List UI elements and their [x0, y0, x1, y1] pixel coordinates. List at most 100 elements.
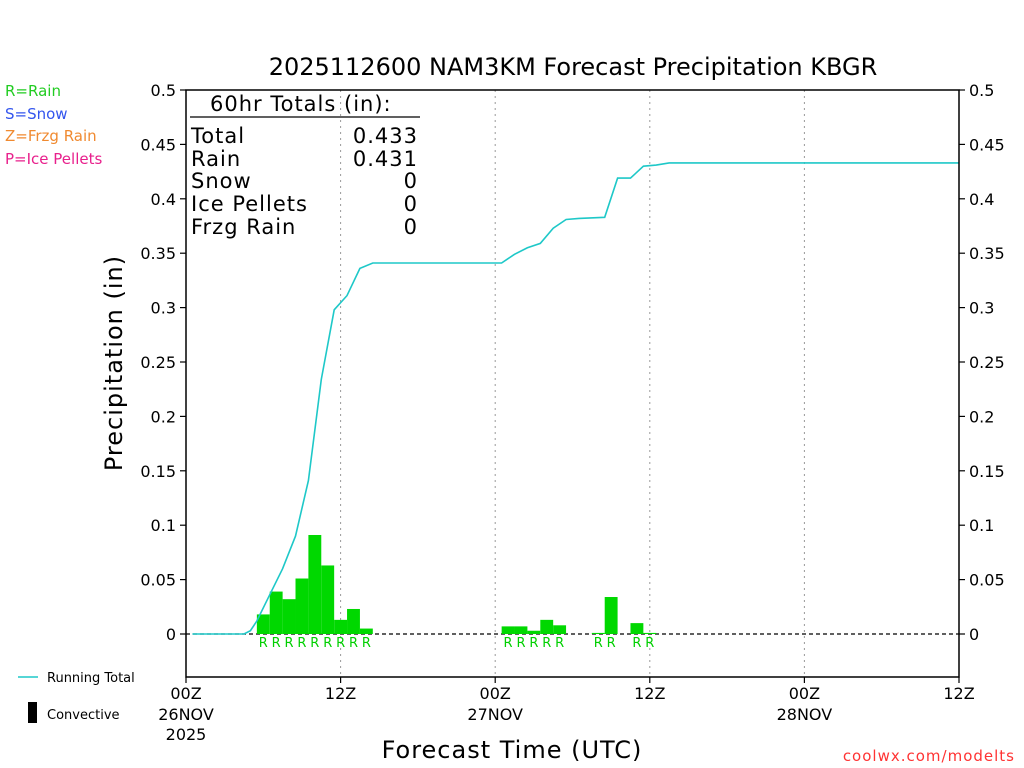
gridlines [340, 90, 805, 677]
ptype-legend: R=Rain S=Snow Z=Frzg Rain P=Ice Pellets [5, 82, 102, 168]
totals-value-snow: 0 [404, 169, 418, 193]
totals-label-frzg-rain: Frzg Rain [191, 215, 296, 239]
bar-series [256, 534, 657, 634]
y-tick-label: 0.45 [140, 135, 176, 154]
precip-bar [295, 578, 309, 634]
precip-bar [540, 619, 554, 634]
totals-value-ice-pellets: 0 [404, 192, 418, 216]
ptype-letter: R [336, 636, 345, 651]
ptype-letter: R [542, 636, 551, 651]
totals-heading: 60hr Totals (in): [210, 92, 392, 116]
precip-bar [359, 628, 373, 634]
precip-bar [630, 623, 644, 634]
x-tick-label: 12Z [634, 684, 665, 703]
legend-rain: R=Rain [5, 82, 61, 100]
totals-value-total: 0.433 [353, 124, 418, 148]
totals-value-rain: 0.431 [353, 147, 418, 171]
y-tick-label-right: 0.05 [969, 571, 1005, 590]
convective-legend-label: Convective [47, 708, 120, 723]
totals-value-frzg-rain: 0 [404, 215, 418, 239]
y-tick-label: 0.4 [151, 190, 176, 209]
ptype-letter: R [362, 636, 371, 651]
legend-ice-pellets: P=Ice Pellets [5, 150, 102, 168]
running-total-line [192, 162, 959, 635]
y-tick-label: 0.15 [140, 462, 176, 481]
y-tick-label-right: 0.1 [969, 516, 994, 535]
precip-bar [514, 626, 528, 634]
precip-bar [269, 591, 283, 634]
ptype-letter: R [323, 636, 332, 651]
ptype-letter: R [272, 636, 281, 651]
credit-link[interactable]: coolwx.com/modelts [843, 747, 1015, 765]
y-tick-label: 0.1 [151, 516, 176, 535]
precip-bar [347, 608, 360, 634]
y-tick-label: 0.05 [140, 571, 176, 590]
legend-snow: S=Snow [5, 105, 68, 123]
ptype-letter: R [529, 636, 538, 651]
precip-bar [604, 597, 618, 634]
y-tick-label: 0 [166, 625, 176, 644]
precip-bar [501, 626, 515, 634]
y-tick-label-right: 0.3 [969, 299, 994, 318]
x-tick-label: 00Z [170, 684, 201, 703]
y-tick-label-right: 0.25 [969, 353, 1005, 372]
ptype-letter: R [594, 636, 603, 651]
ptype-letter: R [259, 636, 268, 651]
ptype-letter: R [504, 636, 513, 651]
y-tick-label: 0.2 [151, 407, 176, 426]
y-axis-label: Precipitation (in) [100, 255, 128, 471]
precip-bar [256, 614, 270, 634]
chart-title: 2025112600 NAM3KM Forecast Precipitation… [269, 53, 878, 81]
x-tick-date: 28NOV [777, 705, 833, 724]
x-tick-label: 12Z [325, 684, 356, 703]
y-ticks-left: 0 0.05 0.1 0.15 0.2 0.25 0.3 0.35 0.4 0.45 0.5 [140, 81, 186, 644]
precip-bar [643, 632, 657, 634]
precip-bar [527, 630, 541, 634]
precip-bar [308, 534, 322, 634]
legend-frzg-rain: Z=Frzg Rain [5, 127, 97, 145]
precip-bar [553, 625, 567, 634]
precip-bar [282, 599, 296, 634]
x-tick-date: 26NOV [158, 705, 214, 724]
totals-box: 60hr Totals (in): Total 0.433 Rain 0.431… [190, 92, 420, 239]
running-total-legend-label: Running Total [47, 671, 135, 686]
totals-label-rain: Rain [191, 147, 241, 171]
convective-swatch [28, 702, 37, 723]
y-tick-label-right: 0.2 [969, 407, 994, 426]
plot-frame [185, 89, 960, 678]
precip-bar [591, 632, 605, 634]
y-tick-label-right: 0.15 [969, 462, 1005, 481]
bottom-legend: Running Total Convective [18, 671, 135, 723]
ptype-letter: R [555, 636, 564, 651]
ptype-letter: R [516, 636, 525, 651]
y-tick-label-right: 0.5 [969, 81, 994, 100]
ptype-letter: R [607, 636, 616, 651]
totals-label-snow: Snow [191, 169, 252, 193]
x-tick-label: 00Z [789, 684, 820, 703]
precip-bar [334, 619, 348, 634]
x-tick-label: 12Z [943, 684, 974, 703]
y-tick-label: 0.25 [140, 353, 176, 372]
ptype-letter: R [297, 636, 306, 651]
y-tick-label-right: 0 [969, 625, 979, 644]
ptype-letter: R [285, 636, 294, 651]
y-tick-label: 0.35 [140, 244, 176, 263]
ptype-letter: R [310, 636, 319, 651]
x-axis-label: Forecast Time (UTC) [382, 736, 643, 764]
y-tick-label: 0.3 [151, 299, 176, 318]
precip-bar [321, 565, 335, 634]
x-tick-year: 2025 [166, 725, 207, 744]
y-tick-label: 0.5 [151, 81, 176, 100]
y-tick-label-right: 0.35 [969, 244, 1005, 263]
y-tick-label-right: 0.45 [969, 135, 1005, 154]
y-ticks-right: 0 0.05 0.1 0.15 0.2 0.25 0.3 0.35 0.4 0.45 0.5 [959, 81, 1005, 644]
ptype-letter: R [632, 636, 641, 651]
x-tick-label: 00Z [480, 684, 511, 703]
ptype-letter: R [645, 636, 654, 651]
totals-label-total: Total [190, 124, 245, 148]
x-tick-date: 27NOV [467, 705, 523, 724]
ptype-letter: R [349, 636, 358, 651]
